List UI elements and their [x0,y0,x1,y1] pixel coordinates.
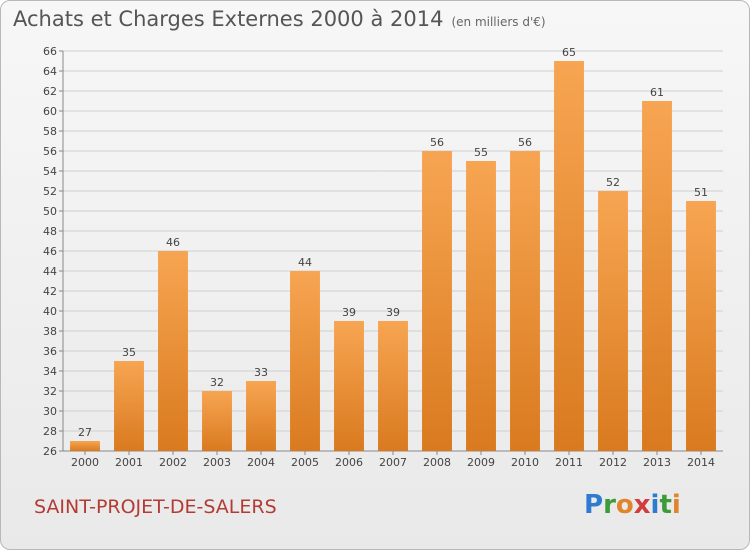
x-tick-label: 2014 [687,456,715,469]
y-tick-label: 60 [43,105,57,118]
logo-letter: r [603,490,616,520]
data-label: 65 [562,46,576,59]
x-tick-label: 2004 [247,456,275,469]
y-tick-label: 26 [43,445,57,458]
x-tick-label: 2010 [511,456,539,469]
x-tick-label: 2012 [599,456,627,469]
data-label: 33 [254,366,268,379]
data-label: 35 [122,346,136,359]
data-label: 39 [386,306,400,319]
commune-name: SAINT-PROJET-DE-SALERS [34,496,277,518]
bar-2012 [598,191,628,451]
y-tick-label: 38 [43,325,57,338]
bar-2002 [158,251,188,451]
proxiti-logo: Proxiti [584,490,681,520]
y-tick-label: 36 [43,345,57,358]
logo-letter: o [615,490,634,520]
y-tick-label: 30 [43,405,57,418]
data-label: 56 [518,136,532,149]
chart-unit: (en milliers d'€) [451,15,546,29]
data-label: 44 [298,256,312,269]
bar-2001 [114,361,144,451]
data-label: 39 [342,306,356,319]
bar-2010 [510,151,540,451]
bar-2008 [422,151,452,451]
bar-2014 [686,201,716,451]
y-tick-label: 58 [43,125,57,138]
data-label: 56 [430,136,444,149]
y-tick-label: 52 [43,185,57,198]
y-tick-label: 50 [43,205,57,218]
bar-2000 [70,441,100,451]
y-tick-label: 46 [43,245,57,258]
logo-letter: t [659,490,672,520]
x-tick-label: 2002 [159,456,187,469]
data-label: 51 [694,186,708,199]
y-tick-label: 64 [43,65,57,78]
x-tick-label: 2000 [71,456,99,469]
chart-title: Achats et Charges Externes 2000 à 2014 (e… [13,7,546,31]
data-label: 46 [166,236,180,249]
x-tick-label: 2007 [379,456,407,469]
bar-2003 [202,391,232,451]
bar-layer [70,61,716,451]
y-tick-label: 54 [43,165,57,178]
y-tick-label: 62 [43,85,57,98]
y-tick-label: 28 [43,425,57,438]
x-tick-label: 2006 [335,456,363,469]
y-tick-label: 42 [43,285,57,298]
data-label: 61 [650,86,664,99]
logo-letter: x [633,490,651,520]
y-tick-label: 40 [43,305,57,318]
bar-2007 [378,321,408,451]
bar-2006 [334,321,364,451]
data-label: 32 [210,376,224,389]
y-tick-label: 48 [43,225,57,238]
bar-2013 [642,101,672,451]
logo-letter: i [671,490,681,520]
logo-letter: i [650,490,660,520]
data-label: 52 [606,176,620,189]
x-tick-label: 2013 [643,456,671,469]
y-tick-label: 56 [43,145,57,158]
x-tick-label: 2003 [203,456,231,469]
x-tick-label: 2009 [467,456,495,469]
y-tick-label: 44 [43,265,57,278]
y-tick-label: 34 [43,365,57,378]
data-label: 27 [78,426,92,439]
bar-2011 [554,61,584,451]
x-tick-label: 2011 [555,456,583,469]
bar-2005 [290,271,320,451]
x-tick-label: 2001 [115,456,143,469]
label-layer: 27 35 46 32 33 44 39 39 56 55 56 65 52 61 51 [78,46,708,439]
bar-2009 [466,161,496,451]
x-tick-label: 2008 [423,456,451,469]
bar-2004 [246,381,276,451]
data-label: 55 [474,146,488,159]
y-tick-label: 32 [43,385,57,398]
y-tick-label: 66 [43,45,57,58]
chart-title-text: Achats et Charges Externes 2000 à 2014 [13,7,444,31]
logo-letter: P [584,490,604,520]
x-tick-label: 2005 [291,456,319,469]
